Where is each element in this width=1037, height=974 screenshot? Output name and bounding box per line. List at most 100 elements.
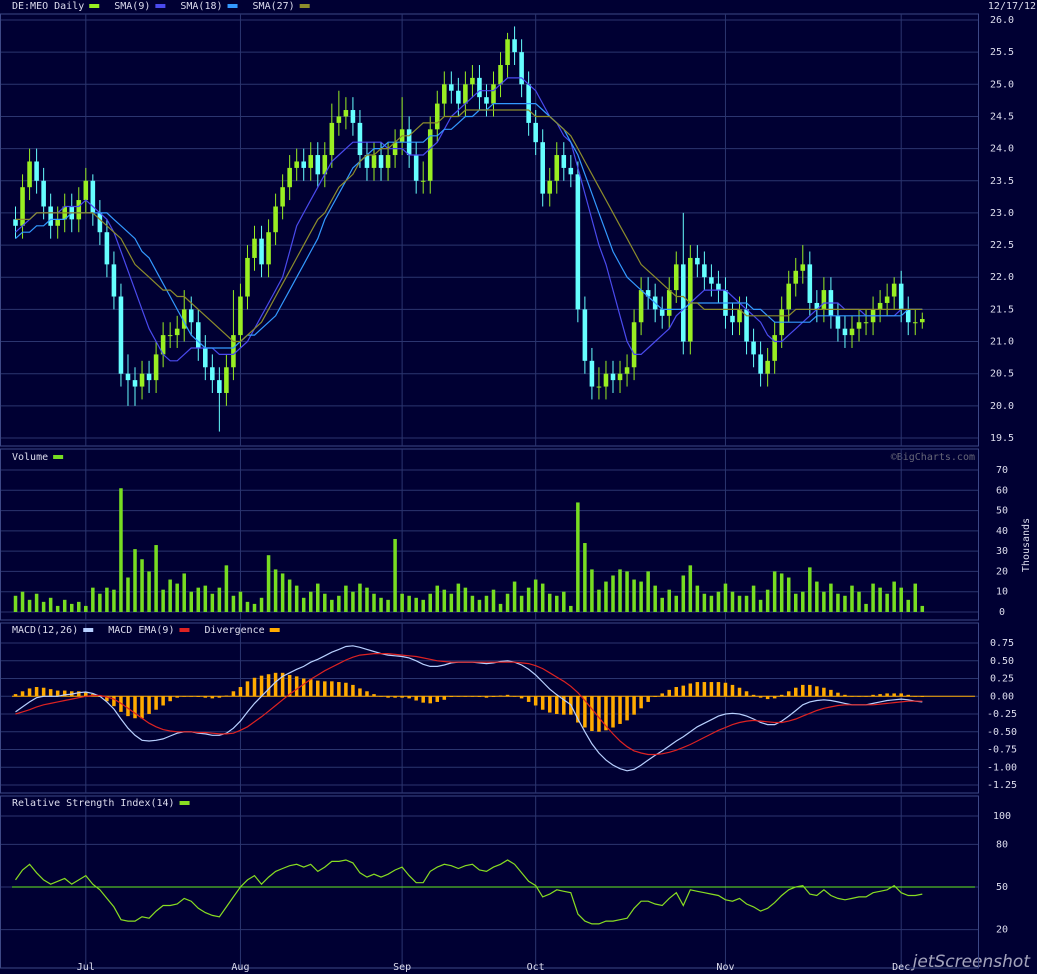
volume-bar [344,585,348,612]
volume-bar [287,579,292,612]
divergence-bar [695,682,700,697]
x-tick-label: Sep [393,962,411,973]
candle-body [540,142,545,194]
divergence-bar [723,682,728,697]
candle-body [575,174,581,310]
legend-swatch [299,4,310,8]
candle-body [673,264,679,291]
candle-body [470,77,475,85]
volume-bar [62,599,67,612]
y-tick-label: -1.25 [987,780,1017,791]
volume-bar [161,589,165,612]
candle-body [413,155,419,181]
candle-body [477,77,482,98]
volume-bar [709,595,714,612]
candle-body [343,110,349,117]
candle-body [547,180,553,194]
divergence-bar [477,696,482,697]
candle-body [13,219,18,226]
volume-bar [913,583,918,612]
divergence-bar [505,694,510,697]
candle-body [27,161,32,188]
divergence-bar [674,687,679,697]
divergence-bar [920,696,925,697]
divergence-bar [210,696,215,699]
volume-bar [337,595,341,612]
candle-body [111,264,117,297]
volume-bar [590,569,594,612]
divergence-bar [625,696,629,721]
divergence-bar [407,696,411,699]
volume-bar [583,543,587,612]
candle-body [420,180,426,182]
volume-bar [217,587,222,612]
divergence-bar [34,687,39,697]
volume-bar [323,593,327,612]
candle-body [139,373,145,387]
candle-body [146,373,152,381]
divergence-bar [653,696,657,697]
divergence-bar [161,696,165,706]
divergence-bar [801,684,805,697]
divergence-bar [864,696,868,697]
divergence-bar [484,696,489,698]
legend-swatch [269,628,280,632]
y-tick-label: 25.0 [990,79,1014,90]
divergence-bar [308,679,313,697]
candle-body [863,322,869,324]
volume-bar [48,597,53,612]
volume-bar [716,591,721,612]
volume-bar [576,502,580,612]
candle-body [807,264,813,303]
volume-bar [316,583,320,612]
divergence-bar [55,690,60,697]
sma-line [15,77,923,362]
volume-bar [829,583,833,612]
divergence-bar [330,681,334,697]
legend-label: SMA(9) [114,1,150,12]
volume-bar [259,597,264,612]
candle-body [638,290,644,323]
divergence-bar [294,676,299,697]
candle-body [709,277,714,284]
divergence-bar [238,687,243,697]
legend-label: DE:MEO Daily [12,1,84,12]
volume-bar [519,595,524,612]
candle-body [224,367,229,393]
y-tick-label: 0 [999,607,1005,618]
divergence-bar [266,674,271,697]
divergence-bar [639,696,643,709]
y-tick-label: 50 [996,882,1008,893]
candle-body [624,367,630,374]
volume-bar [372,593,376,612]
divergence-bar [456,696,461,697]
volume-bar [674,595,679,612]
volume-bar [365,587,369,612]
candle-body [181,309,187,329]
divergence-bar [702,682,707,697]
divergence-bar [604,696,608,731]
divergence-bar [344,682,348,697]
candle-body [273,206,278,233]
candle-body [856,322,862,329]
divergence-bar [358,688,362,697]
y-tick-label: 60 [996,485,1008,496]
divergence-bar [421,696,425,703]
candle-body [371,155,377,168]
candle-body [195,322,201,348]
candle-body [336,116,342,123]
volume-bar [618,569,622,612]
volume-bar [393,538,397,612]
divergence-bar [372,694,376,697]
volume-bar [308,591,313,612]
candle-body [610,373,616,381]
candle-body [491,84,496,104]
y-tick-label: 23.5 [990,176,1014,187]
divergence-bar [126,696,130,717]
candle-body [596,386,602,388]
volume-bar [140,559,144,612]
y-tick-label: 70 [996,465,1008,476]
divergence-bar [140,696,144,719]
x-tick-label: Aug [231,962,249,973]
